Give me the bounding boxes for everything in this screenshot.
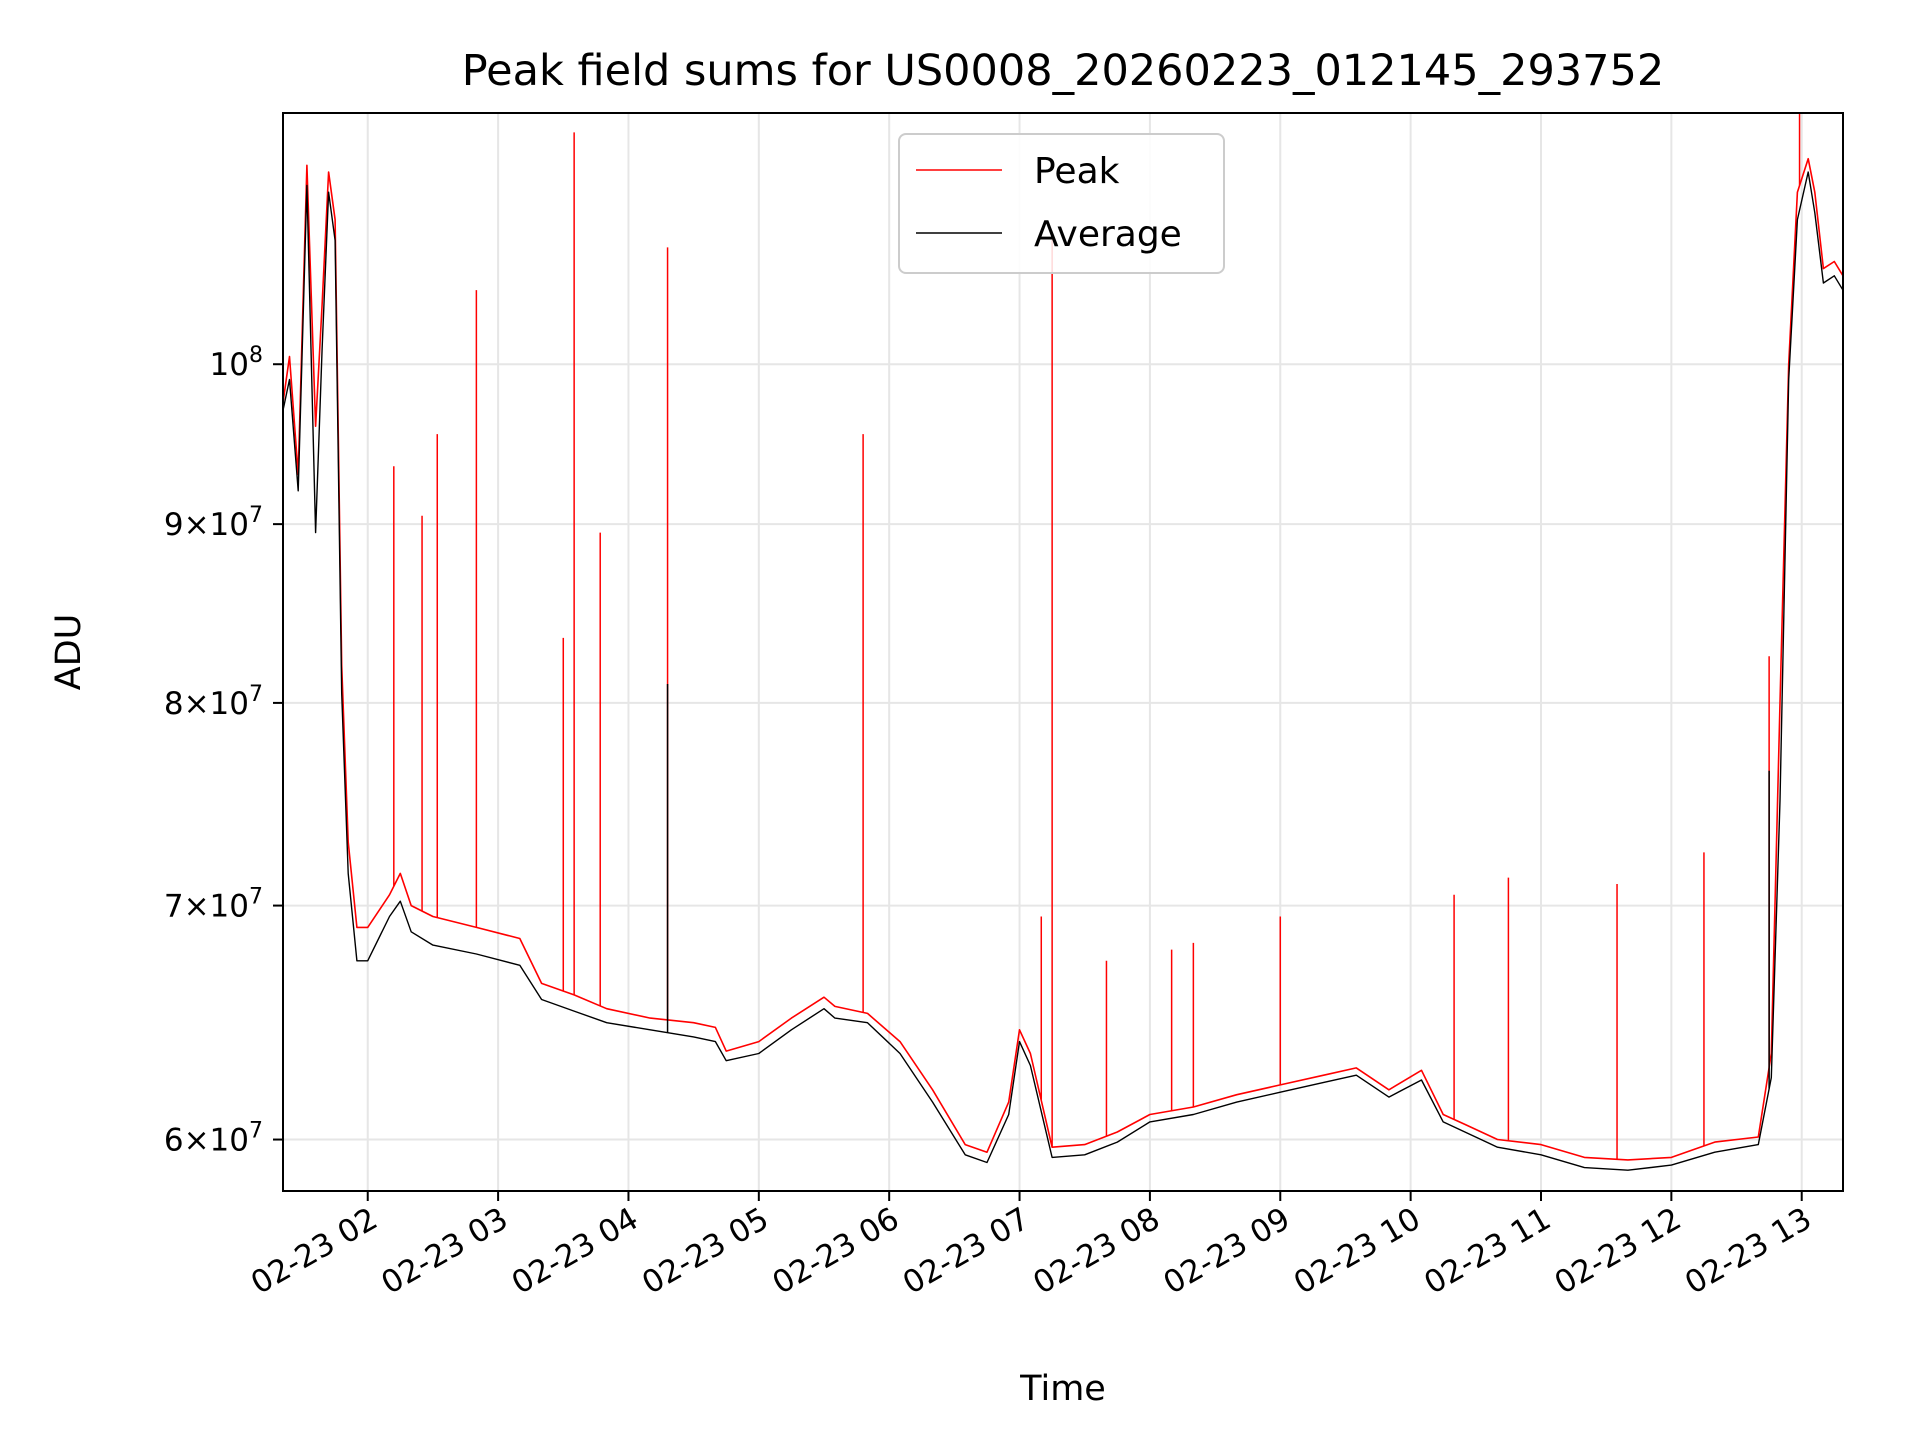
grid bbox=[283, 113, 1843, 1191]
plot-frame bbox=[282, 112, 1844, 1192]
legend-label-average: Average bbox=[1034, 214, 1182, 255]
x-tick-label: 02-23 04 bbox=[506, 1201, 645, 1302]
series-peak bbox=[282, 113, 1844, 1161]
series-line-peak bbox=[282, 157, 1844, 1161]
series-line-average bbox=[282, 171, 1844, 1171]
legend-frame bbox=[898, 133, 1225, 274]
x-tick-label: 02-23 12 bbox=[1549, 1201, 1688, 1302]
x-tick-label: 02-23 13 bbox=[1679, 1201, 1818, 1302]
x-tick-label: 02-23 10 bbox=[1288, 1201, 1427, 1302]
y-tick-label: 6×107 bbox=[164, 1119, 263, 1159]
y-tick-label: 7×107 bbox=[164, 885, 263, 925]
x-tick-label: 02-23 05 bbox=[636, 1201, 775, 1302]
chart-title: Peak field sums for US0008_20260223_0121… bbox=[462, 46, 1665, 96]
legend: Peak Average bbox=[898, 133, 1225, 274]
y-tick-label: 9×107 bbox=[164, 503, 263, 543]
series-average bbox=[282, 171, 1844, 1171]
x-tick-label: 02-23 08 bbox=[1027, 1201, 1166, 1302]
y-tick-label: 8×107 bbox=[164, 682, 263, 722]
x-tick-label: 02-23 06 bbox=[766, 1201, 905, 1302]
x-tick-label: 02-23 09 bbox=[1158, 1201, 1297, 1302]
series-layer bbox=[282, 113, 1844, 1171]
x-axis-label: Time bbox=[1019, 1369, 1106, 1409]
x-tick-label: 02-23 07 bbox=[897, 1201, 1036, 1302]
legend-label-peak: Peak bbox=[1034, 151, 1120, 192]
y-axis-label: ADU bbox=[49, 614, 89, 691]
x-tick-label: 02-23 11 bbox=[1418, 1201, 1557, 1302]
x-tick-label: 02-23 03 bbox=[375, 1201, 514, 1302]
x-tick-label: 02-23 02 bbox=[245, 1201, 384, 1302]
y-tick-label: 108 bbox=[210, 343, 263, 383]
y-axis: 6×107 7×107 8×107 9×107 108 bbox=[164, 343, 283, 1159]
